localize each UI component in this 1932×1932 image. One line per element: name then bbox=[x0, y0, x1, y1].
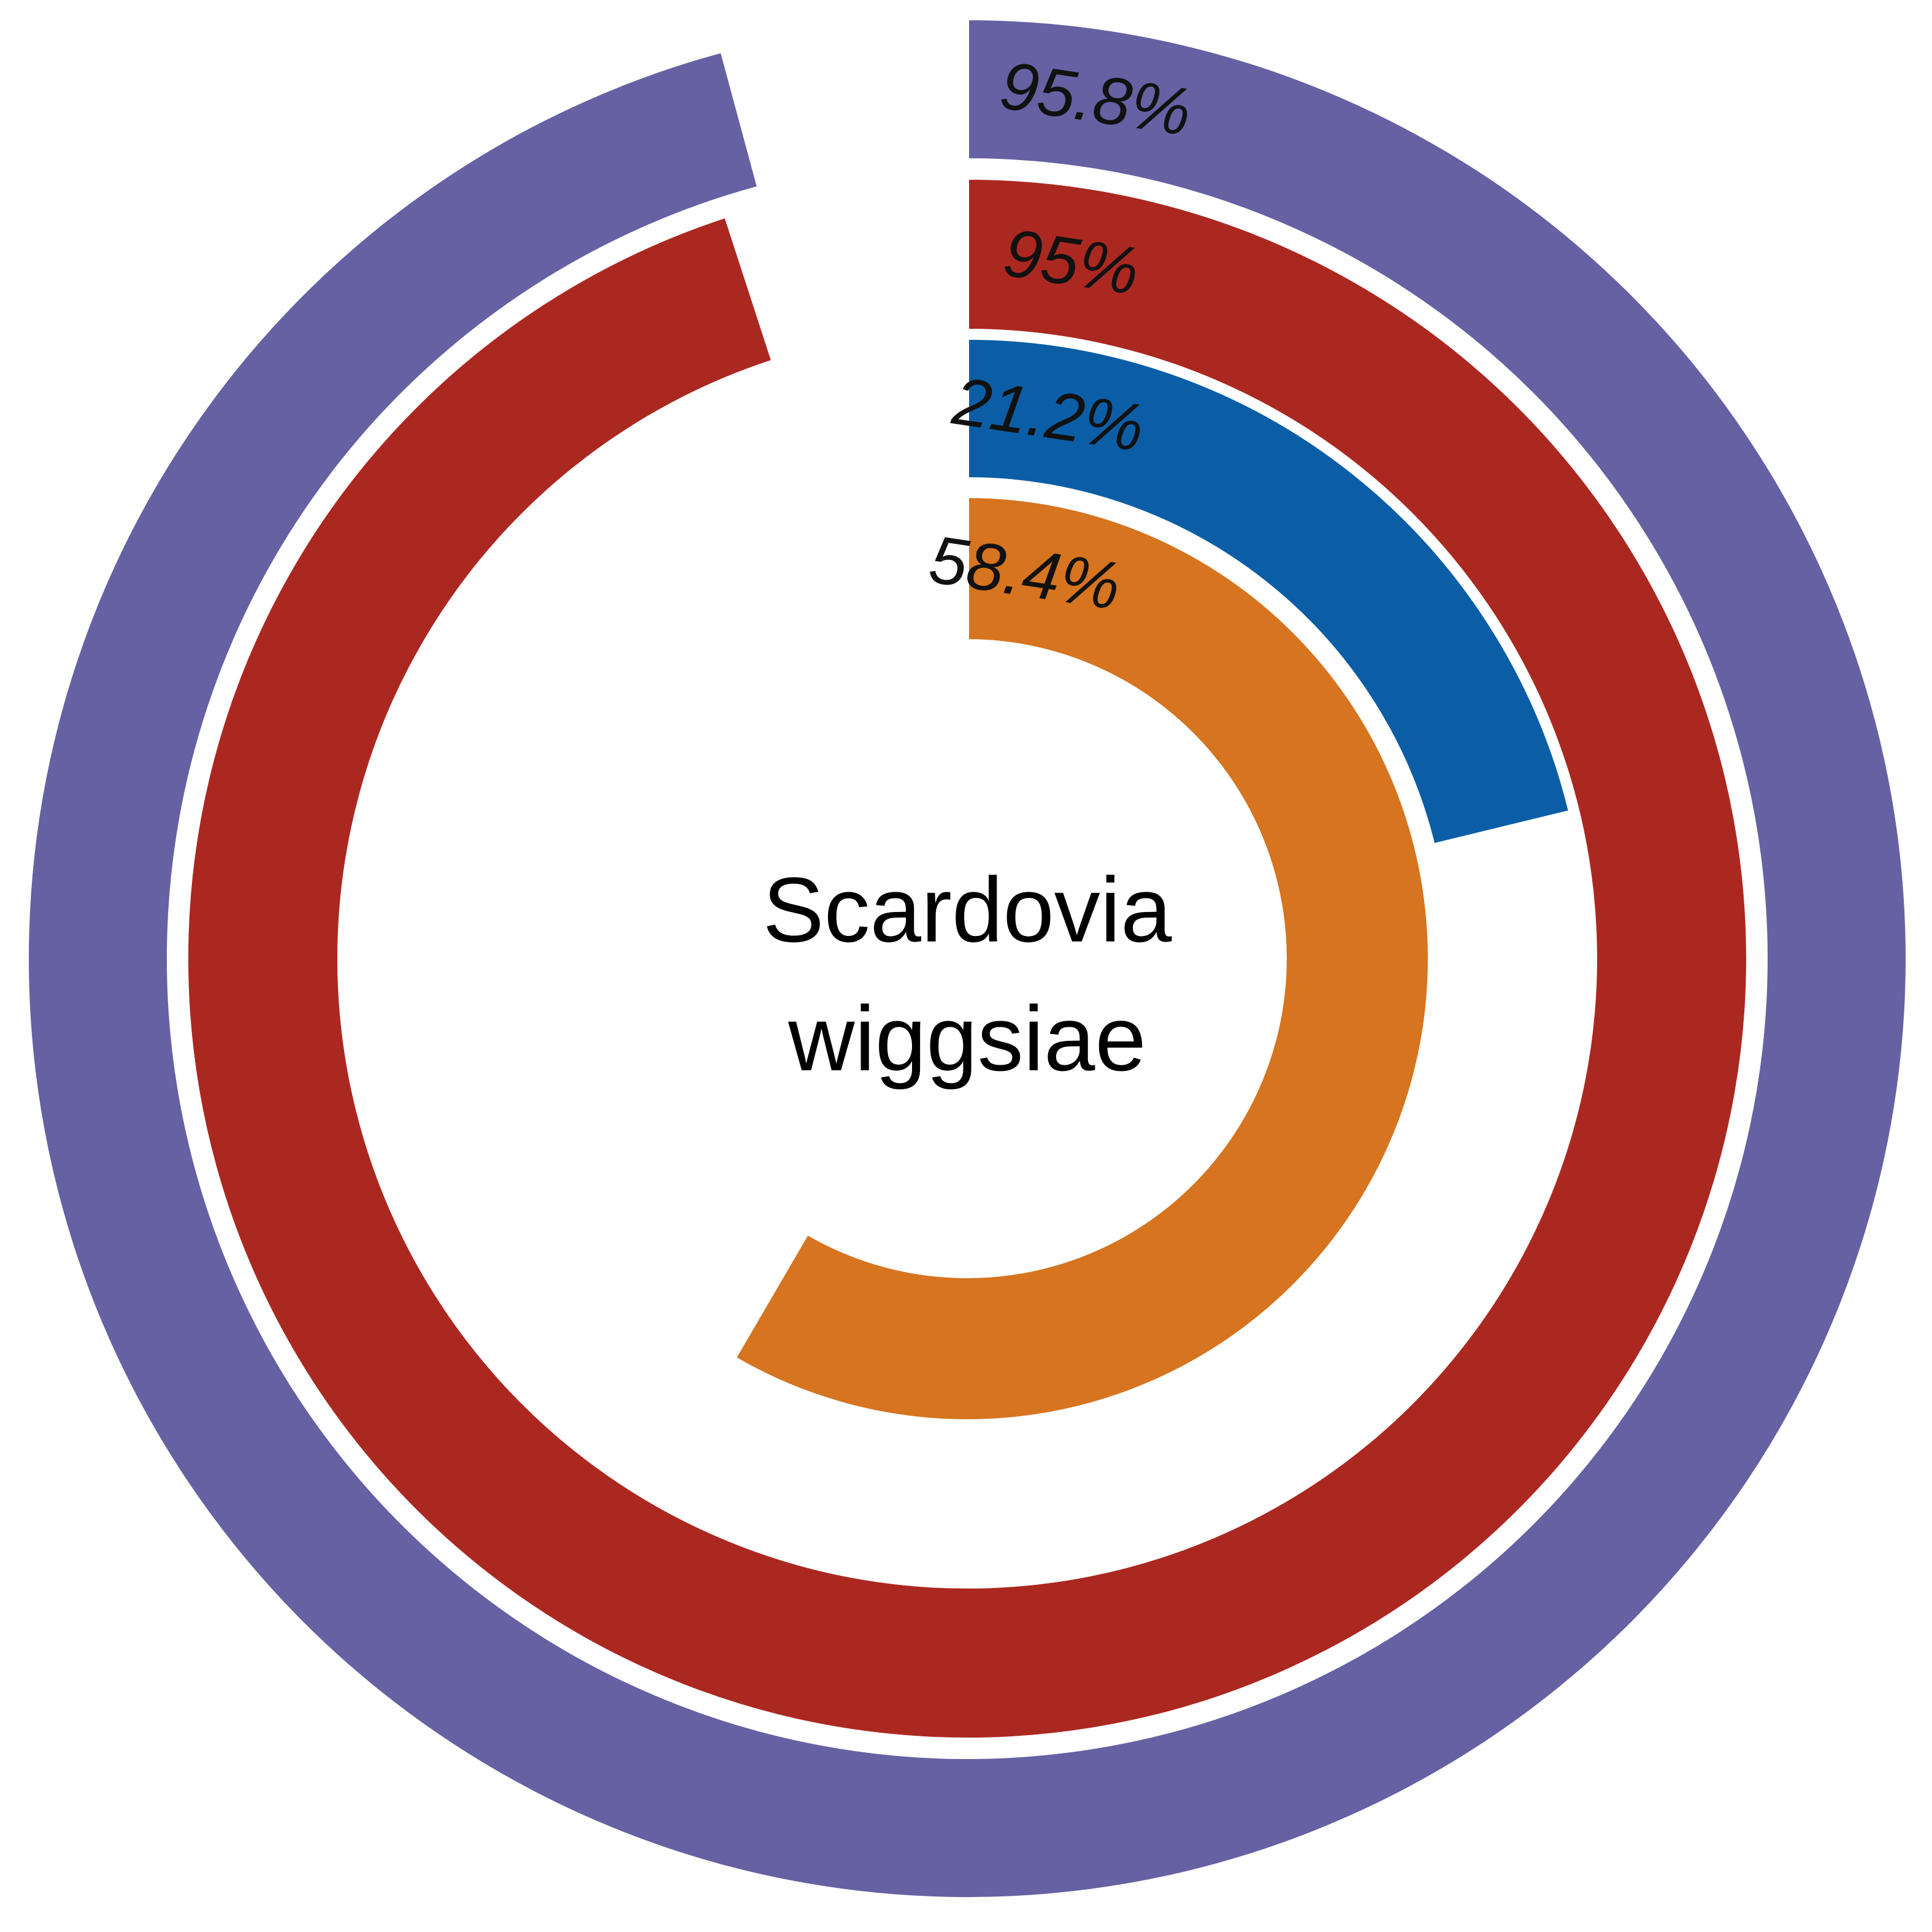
ring-bar-1 bbox=[25, 16, 1909, 1901]
ring-bar-3 bbox=[965, 335, 1573, 848]
center-label-line-1: Scardovia bbox=[762, 858, 1172, 961]
center-label-line-2: wiggsiae bbox=[788, 987, 1146, 1090]
rings-group bbox=[25, 16, 1909, 1901]
ring-bar-2 bbox=[185, 175, 1750, 1741]
ring-bar-4 bbox=[732, 494, 1432, 1423]
